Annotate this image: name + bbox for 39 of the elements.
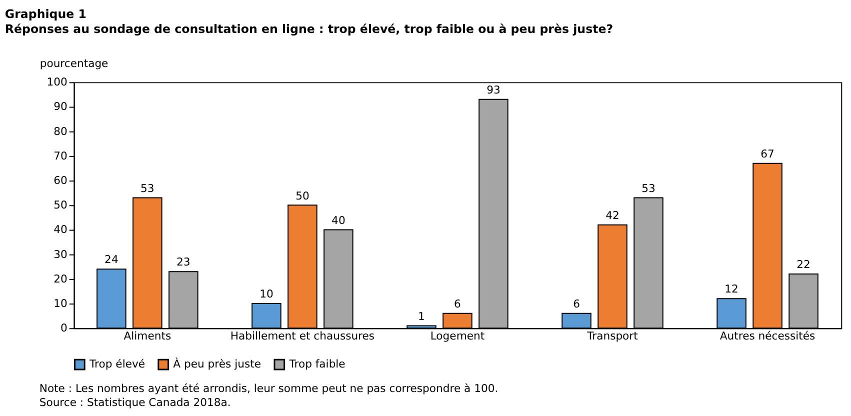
y-tick-label: 100	[46, 76, 68, 89]
y-tick-label: 90	[54, 100, 68, 114]
chart-title: Graphique 1	[4, 7, 86, 22]
y-tick-label: 10	[54, 296, 68, 310]
data-label: 24	[104, 253, 118, 266]
data-label: 93	[486, 84, 500, 97]
data-label: 1	[418, 310, 425, 323]
y-tick-label: 40	[54, 223, 68, 236]
data-label: 6	[573, 297, 580, 310]
data-label: 53	[140, 182, 154, 195]
data-label: 53	[642, 182, 656, 195]
x-tick-label: Logement	[430, 329, 485, 342]
y-tick-label: 0	[60, 322, 68, 335]
x-tick-label: Aliments	[124, 329, 172, 342]
y-tick-label: 70	[54, 149, 68, 162]
data-label: 40	[332, 214, 346, 227]
data-label: 6	[454, 297, 462, 310]
y-tick-label: 30	[54, 248, 68, 261]
x-tick-label: Autres nécessités	[720, 329, 816, 342]
data-label: 42	[606, 208, 620, 222]
x-tick-label: Habillement et chaussures	[230, 329, 375, 342]
legend-label: Trop faible	[288, 358, 346, 370]
source-note: Source : Statistique Canada 2018a.	[39, 396, 231, 409]
data-label: 67	[760, 147, 774, 160]
text: Note : Les nombres ayant été arrondis, leur somme peut ne pas correspondre à 100.	[39, 382, 498, 396]
y-tick-label: 50	[54, 198, 68, 212]
y-axis-title: pourcentage	[40, 56, 109, 70]
legend-label: Trop élevé	[88, 358, 146, 370]
chart-subtitle: Réponses au sondage de consultation en ligne : trop élevé, trop faible ou à peu près juste?	[4, 22, 614, 36]
y-tick-label: 20	[54, 272, 68, 286]
legend-label: À peu près juste	[173, 356, 262, 370]
y-tick-label: 60	[54, 174, 68, 188]
data-label: 22	[796, 258, 810, 272]
data-label: 12	[724, 282, 738, 296]
x-tick-label: Transport	[586, 329, 638, 342]
data-label: 50	[296, 189, 310, 202]
y-tick-label: 80	[54, 124, 68, 138]
data-label: 23	[176, 256, 190, 269]
data-label: 10	[260, 288, 274, 301]
